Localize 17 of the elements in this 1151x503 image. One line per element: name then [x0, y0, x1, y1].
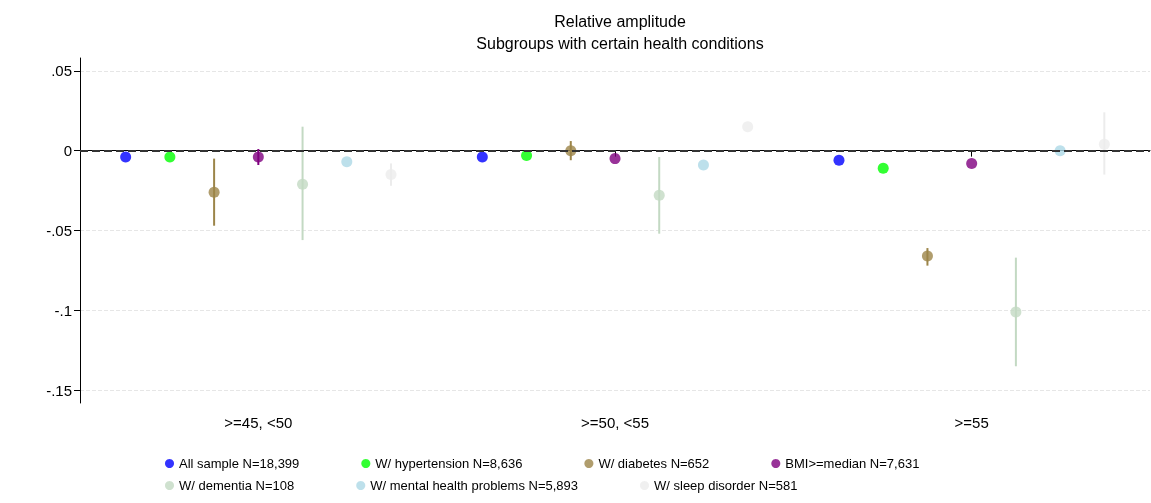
y-tick-label: -.1 — [54, 301, 72, 319]
legend-label: W/ mental health problems N=5,893 — [370, 478, 578, 493]
y-tick-label: 0 — [63, 142, 72, 160]
y-tick-label: .05 — [51, 62, 72, 80]
legend-label: W/ sleep disorder N=581 — [654, 478, 798, 493]
legend-label: All sample N=18,399 — [179, 456, 300, 471]
legend-label: W/ hypertension N=8,636 — [375, 456, 523, 471]
legend-label: W/ dementia N=108 — [179, 478, 295, 493]
x-tick-label: >=55 — [954, 414, 989, 431]
x-tick-label: >=50, <55 — [581, 414, 649, 431]
chart-title: Relative amplitude — [554, 12, 686, 30]
x-tick-label: >=45, <50 — [224, 414, 293, 431]
y-tick-label: -.15 — [46, 381, 72, 399]
legend-label: BMI>=median N=7,631 — [785, 456, 920, 471]
chart-subtitle: Subgroups with certain health conditions — [476, 34, 764, 52]
y-tick-label: -.05 — [46, 222, 72, 239]
legend-label: W/ diabetes N=652 — [598, 456, 710, 471]
